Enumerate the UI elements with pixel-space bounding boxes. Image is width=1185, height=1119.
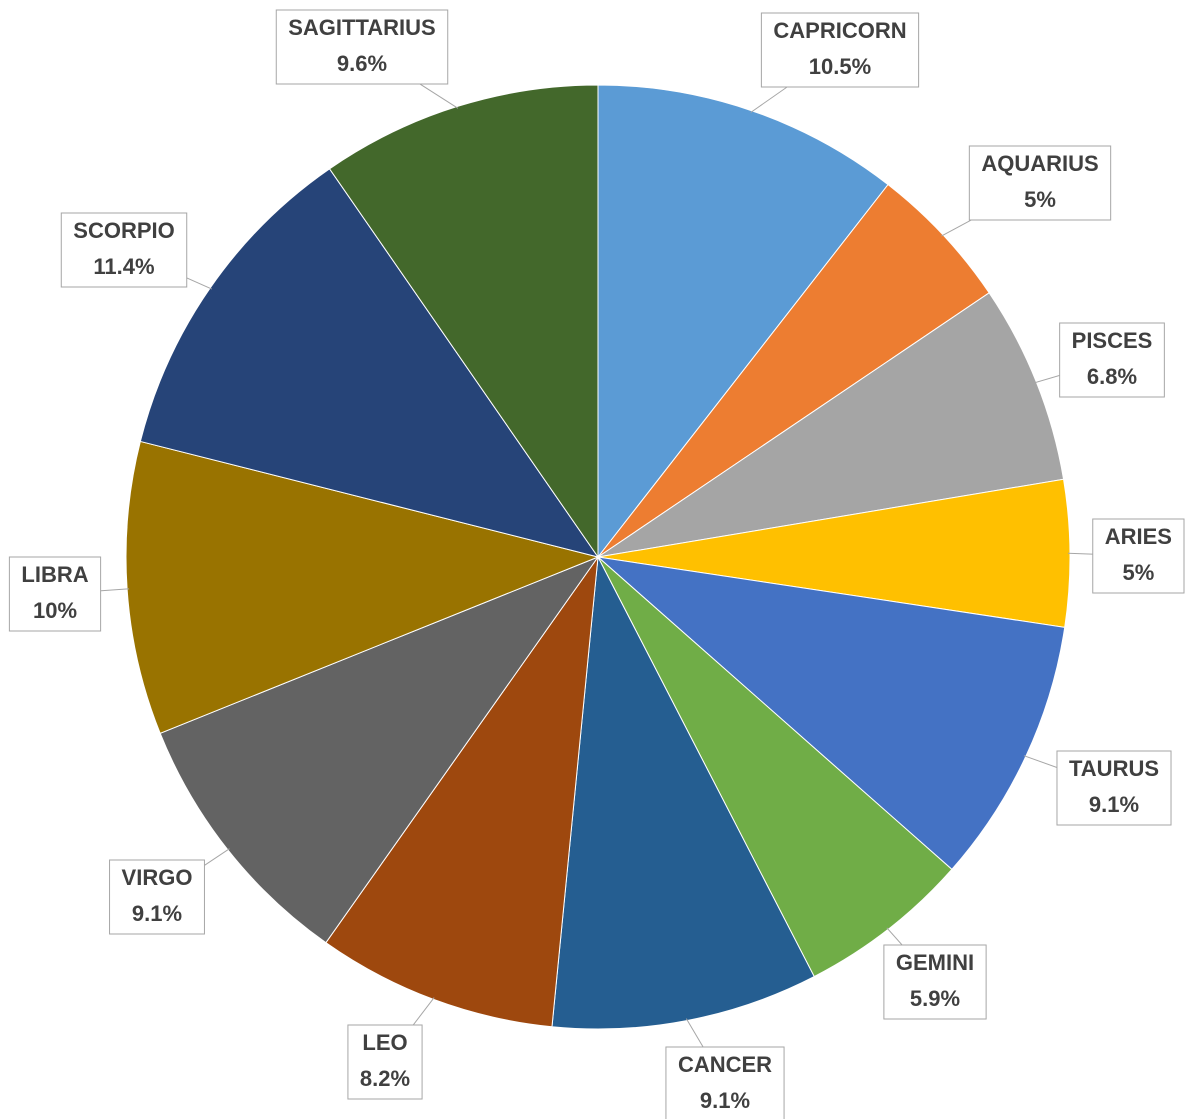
data-label: CANCER 9.1% bbox=[665, 1046, 785, 1119]
data-label: GEMINI 5.9% bbox=[883, 944, 987, 1020]
label-category: LIBRA bbox=[21, 562, 88, 587]
label-box bbox=[665, 1046, 785, 1119]
data-label: TAURUS 9.1% bbox=[1056, 750, 1172, 826]
label-category: PISCES bbox=[1072, 328, 1153, 353]
data-label: CAPRICORN 10.5% bbox=[760, 12, 920, 88]
pie-slice bbox=[328, 84, 599, 559]
label-box bbox=[109, 859, 205, 935]
label-value: 5% bbox=[1024, 187, 1056, 212]
label-category: ARIES bbox=[1105, 524, 1172, 549]
data-label: ARIES 5% bbox=[1092, 518, 1185, 594]
label-box bbox=[8, 556, 102, 632]
label-box bbox=[760, 12, 920, 88]
label-value: 6.8% bbox=[1087, 364, 1137, 389]
label-value: 8.2% bbox=[360, 1066, 410, 1091]
label-value: 10% bbox=[33, 598, 77, 623]
data-label: PISCES 6.8% bbox=[1059, 322, 1165, 398]
label-category: VIRGO bbox=[122, 865, 193, 890]
label-box bbox=[968, 145, 1112, 221]
label-category: CANCER bbox=[678, 1052, 772, 1077]
label-value: 9.1% bbox=[700, 1088, 750, 1113]
label-value: 9.1% bbox=[1089, 792, 1139, 817]
label-value: 10.5% bbox=[809, 54, 871, 79]
label-value: 5% bbox=[1122, 560, 1154, 585]
label-category: SCORPIO bbox=[73, 218, 174, 243]
label-value: 5.9% bbox=[910, 986, 960, 1011]
pie-slice bbox=[597, 84, 889, 559]
label-box bbox=[347, 1024, 423, 1100]
label-category: GEMINI bbox=[896, 950, 974, 975]
label-category: AQUARIUS bbox=[981, 151, 1098, 176]
label-box bbox=[275, 9, 449, 85]
pie-slice bbox=[551, 555, 815, 1030]
label-box bbox=[1056, 750, 1172, 826]
pie-slice bbox=[325, 555, 599, 1028]
label-category: CAPRICORN bbox=[773, 18, 906, 43]
label-box bbox=[1059, 322, 1165, 398]
label-category: LEO bbox=[362, 1030, 407, 1055]
label-value: 9.6% bbox=[337, 51, 387, 76]
label-box bbox=[60, 212, 188, 288]
data-label: VIRGO 9.1% bbox=[109, 859, 205, 935]
label-category: SAGITTARIUS bbox=[288, 15, 435, 40]
label-category: TAURUS bbox=[1069, 756, 1159, 781]
label-value: 11.4% bbox=[93, 254, 154, 279]
data-label: AQUARIUS 5% bbox=[968, 145, 1112, 221]
label-box bbox=[1092, 518, 1185, 594]
label-box bbox=[883, 944, 987, 1020]
data-label: LEO 8.2% bbox=[347, 1024, 423, 1100]
data-label: LIBRA 10% bbox=[8, 556, 102, 632]
data-label: SCORPIO 11.4% bbox=[60, 212, 188, 288]
label-value: 9.1% bbox=[132, 901, 182, 926]
data-label: SAGITTARIUS 9.6% bbox=[275, 9, 449, 85]
